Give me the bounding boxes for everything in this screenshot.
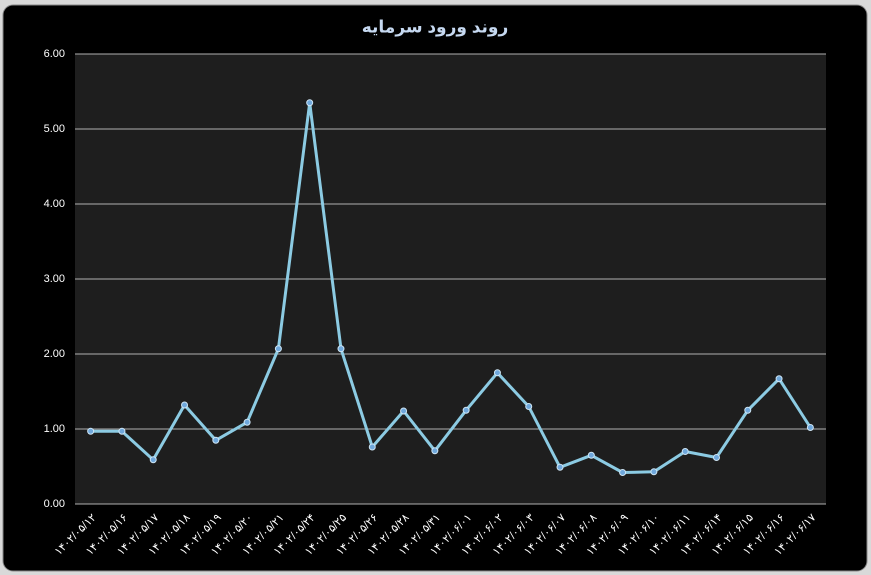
data-point bbox=[775, 375, 783, 383]
data-point bbox=[619, 469, 627, 476]
chart-title: روند ورود سرمایه bbox=[362, 17, 509, 37]
data-line bbox=[90, 101, 812, 474]
data-point bbox=[493, 369, 501, 377]
data-point bbox=[744, 406, 752, 414]
data-point bbox=[431, 447, 439, 455]
data-point bbox=[337, 345, 345, 353]
data-point bbox=[243, 418, 251, 426]
data-point bbox=[400, 407, 408, 415]
y-tick-label: 2.00 bbox=[44, 348, 65, 360]
y-tick-label: 6.00 bbox=[44, 48, 65, 60]
data-point bbox=[556, 463, 564, 471]
data-point bbox=[806, 424, 814, 431]
data-point bbox=[650, 468, 658, 476]
data-point bbox=[118, 427, 126, 435]
data-point bbox=[212, 436, 220, 444]
y-tick-label: 1.00 bbox=[44, 423, 65, 435]
data-point bbox=[181, 401, 189, 409]
y-tick-label: 5.00 bbox=[44, 123, 65, 135]
data-point bbox=[587, 451, 595, 459]
data-point bbox=[87, 427, 95, 435]
y-tick-label: 3.00 bbox=[44, 273, 65, 285]
data-point bbox=[681, 448, 689, 455]
y-tick-label: 0.00 bbox=[44, 498, 65, 510]
data-point bbox=[274, 345, 282, 353]
data-point bbox=[462, 406, 470, 414]
data-point bbox=[149, 456, 157, 464]
data-point bbox=[368, 443, 376, 451]
data-point bbox=[306, 99, 314, 107]
data-point bbox=[712, 454, 720, 461]
data-point bbox=[525, 403, 533, 410]
y-tick-label: 4.00 bbox=[44, 198, 65, 210]
